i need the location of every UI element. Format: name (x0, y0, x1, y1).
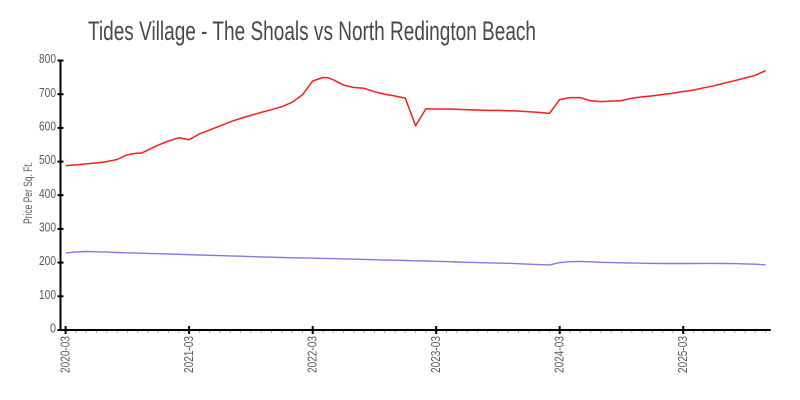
svg-text:Tides Village - The Shoals vs: Tides Village - The Shoals vs North Redi… (88, 16, 536, 46)
svg-text:2022-03: 2022-03 (306, 336, 320, 373)
svg-text:2020-03: 2020-03 (59, 336, 73, 373)
svg-text:100: 100 (39, 288, 56, 302)
svg-text:0: 0 (50, 322, 56, 336)
svg-text:2021-03: 2021-03 (182, 336, 196, 373)
svg-text:800: 800 (39, 52, 56, 66)
svg-text:700: 700 (39, 86, 56, 100)
svg-text:Price Per Sq. Ft.: Price Per Sq. Ft. (23, 162, 35, 224)
svg-text:2023-03: 2023-03 (429, 336, 443, 373)
svg-text:2024-03: 2024-03 (553, 336, 567, 373)
svg-text:500: 500 (39, 153, 56, 167)
svg-text:200: 200 (39, 254, 56, 268)
svg-text:600: 600 (39, 120, 56, 134)
svg-text:300: 300 (39, 221, 56, 235)
svg-text:2025-03: 2025-03 (676, 336, 690, 373)
svg-text:400: 400 (39, 187, 56, 201)
